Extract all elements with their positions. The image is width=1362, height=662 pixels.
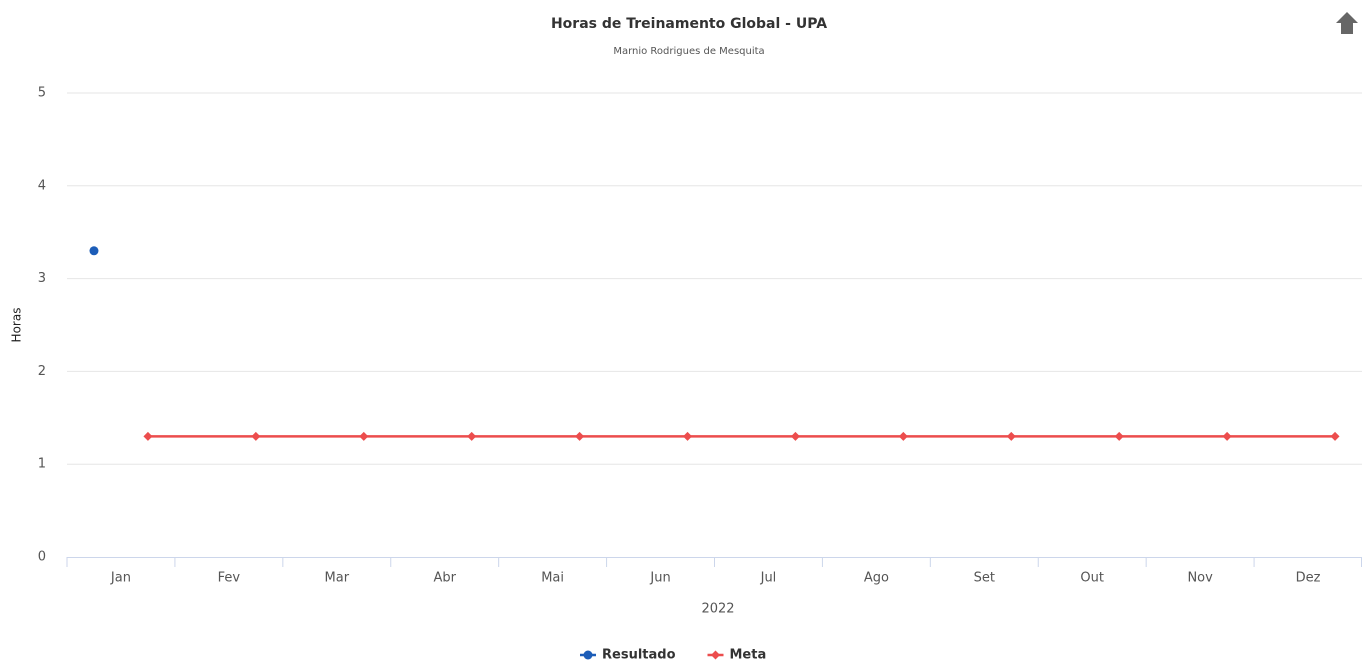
x-tick-label: Fev xyxy=(218,571,241,586)
legend-symbol xyxy=(583,650,593,660)
data-point xyxy=(251,431,261,441)
legend-item: Resultado xyxy=(580,648,676,662)
x-tick-label: Mai xyxy=(541,571,564,586)
y-tick-label: 3 xyxy=(38,271,46,286)
data-point xyxy=(467,431,477,441)
x-tick-label: Ago xyxy=(864,571,889,586)
x-tick-label: Jan xyxy=(110,571,131,586)
x-tick-label: Dez xyxy=(1296,571,1321,586)
chart-title: Horas de Treinamento Global - UPA xyxy=(551,16,827,32)
x-axis-title: 2022 xyxy=(701,602,734,617)
y-tick-label: 0 xyxy=(38,550,46,565)
data-point xyxy=(1114,431,1124,441)
y-axis-title: Horas xyxy=(10,308,24,343)
data-point xyxy=(1330,431,1340,441)
x-tick-label: Mar xyxy=(325,571,350,586)
data-point xyxy=(683,431,693,441)
legend-item: Meta xyxy=(707,648,767,662)
data-point xyxy=(790,431,800,441)
data-point xyxy=(1222,431,1232,441)
y-tick-label: 1 xyxy=(38,457,46,472)
x-tick-label: Out xyxy=(1080,571,1104,586)
x-tick-label: Jul xyxy=(760,571,777,586)
data-point xyxy=(359,431,369,441)
data-point xyxy=(89,246,99,256)
x-tick-label: Nov xyxy=(1187,571,1213,586)
y-tick-label: 5 xyxy=(38,86,46,101)
data-point xyxy=(143,431,153,441)
legend-label: Meta xyxy=(730,648,767,662)
data-point xyxy=(898,431,908,441)
legend-symbol xyxy=(711,650,720,660)
export-icon[interactable] xyxy=(1336,12,1358,34)
legend-label: Resultado xyxy=(602,648,676,662)
y-tick-label: 4 xyxy=(38,178,46,193)
x-tick-label: Set xyxy=(974,571,995,586)
data-point xyxy=(575,431,585,441)
data-point xyxy=(1006,431,1016,441)
export-button[interactable] xyxy=(1336,12,1358,34)
y-tick-label: 2 xyxy=(38,364,46,379)
x-tick-label: Abr xyxy=(433,571,456,586)
chart-subtitle: Marnio Rodrigues de Mesquita xyxy=(613,46,764,57)
x-tick-label: Jun xyxy=(649,571,670,586)
